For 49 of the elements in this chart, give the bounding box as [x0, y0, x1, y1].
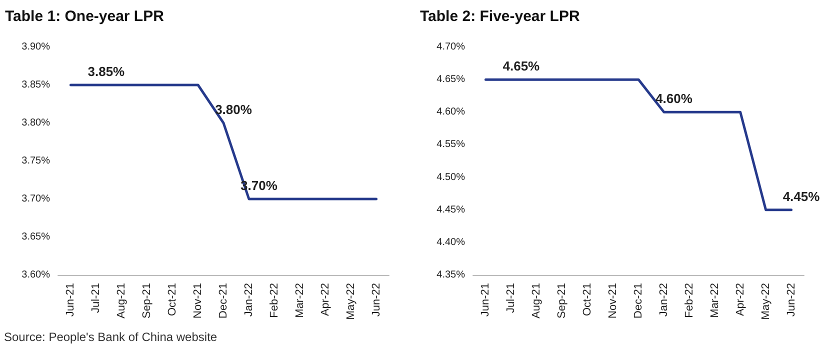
- y-tick-label: 3.65%: [22, 232, 50, 242]
- x-tick-label: Mar-22: [708, 283, 721, 318]
- x-tick-label: Sep-21: [556, 283, 568, 318]
- x-tick-label: Dec-21: [632, 283, 644, 318]
- x-tick-label: Dec-21: [218, 283, 230, 318]
- x-tick-label: Mar-22: [294, 283, 306, 318]
- x-tick-label: Aug-21: [530, 283, 543, 318]
- x-tick-label: May-22: [760, 283, 772, 320]
- chart-title: Table 2: Five-year LPR: [420, 8, 580, 25]
- x-tick-label: Nov-21: [607, 283, 620, 318]
- y-tick-label: 4.40%: [436, 236, 466, 248]
- x-tick-label: Jun-21: [480, 283, 492, 317]
- data-label: 4.65%: [502, 58, 540, 74]
- y-tick-label: 4.65%: [436, 74, 466, 86]
- source-note: Source: People's Bank of China website: [4, 330, 218, 344]
- x-tick-label: May-22: [344, 283, 357, 320]
- y-tick-label: 4.35%: [436, 270, 466, 280]
- x-tick-label: Jan-22: [658, 283, 670, 317]
- y-tick-label: 3.75%: [22, 156, 50, 166]
- x-tick-label: Jun-22: [785, 283, 798, 317]
- y-tick-label: 4.60%: [436, 106, 466, 118]
- y-tick-label: 3.90%: [22, 42, 50, 52]
- x-tick-label: Jul-21: [90, 283, 102, 313]
- x-tick-label: Feb-22: [268, 283, 280, 318]
- y-tick-label: 4.55%: [436, 139, 466, 150]
- y-tick-label: 3.60%: [22, 270, 50, 280]
- x-tick-label: Aug-21: [116, 283, 128, 318]
- y-tick-label: 3.70%: [22, 194, 50, 204]
- x-tick-label: Apr-22: [734, 283, 746, 316]
- data-label: 4.60%: [656, 91, 693, 106]
- x-tick-label: Jun-21: [64, 283, 77, 317]
- x-tick-label: Oct-21: [582, 283, 594, 316]
- x-tick-label: Apr-22: [319, 283, 332, 316]
- y-tick-label: 4.50%: [436, 172, 466, 183]
- y-tick-label: 4.45%: [436, 204, 466, 216]
- y-tick-label: 4.70%: [436, 42, 466, 52]
- data-label: 3.80%: [215, 102, 252, 117]
- chart-title: Table 1: One-year LPR: [5, 8, 164, 25]
- x-tick-label: Sep-21: [141, 283, 154, 318]
- x-tick-label: Nov-21: [192, 283, 204, 318]
- x-tick-label: Jun-22: [370, 283, 382, 317]
- y-tick-label: 3.80%: [22, 118, 50, 128]
- y-tick-label: 3.85%: [22, 80, 50, 90]
- x-tick-label: Oct-21: [166, 283, 179, 316]
- x-tick-label: Jul-21: [505, 283, 518, 313]
- x-tick-label: Feb-22: [683, 283, 696, 318]
- x-tick-label: Jan-22: [242, 283, 255, 317]
- data-label: 3.85%: [88, 64, 126, 79]
- data-label: 4.45%: [782, 188, 820, 204]
